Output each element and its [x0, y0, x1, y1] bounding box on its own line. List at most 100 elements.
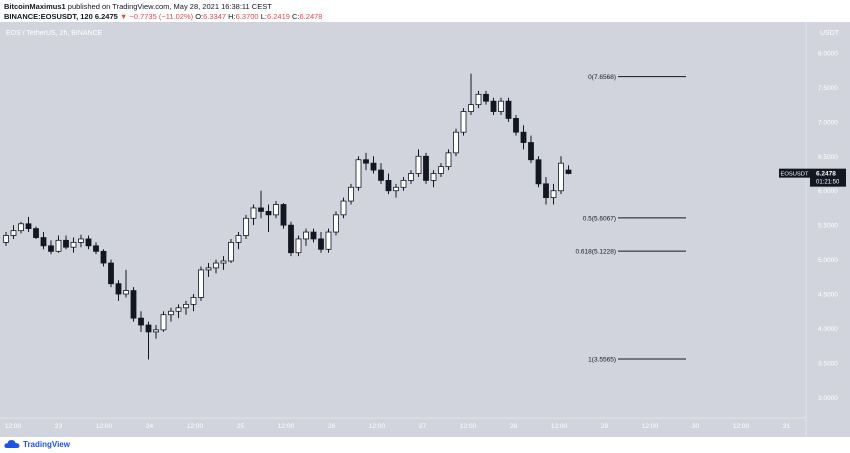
- x-tick-label: 12:00: [5, 423, 22, 430]
- price-label: EOSUSDT 6.2478 01:21:50: [779, 168, 846, 187]
- candle: [213, 259, 219, 274]
- candle: [18, 221, 24, 234]
- x-axis[interactable]: 12:00 23 12:00 24 12:00 25 12:00 26 12:00 27 12:00…: [0, 417, 806, 430]
- candle: [48, 240, 54, 255]
- candle-body: [48, 245, 54, 252]
- candle: [198, 266, 204, 301]
- candle-body: [33, 228, 39, 238]
- candle: [385, 173, 392, 195]
- candle-body: [550, 190, 557, 199]
- low-label: L:: [260, 12, 267, 21]
- candle: [123, 269, 129, 298]
- price-symbol-tag: [779, 168, 810, 178]
- candle: [235, 232, 242, 250]
- candle-body: [295, 238, 302, 254]
- candle-body: [265, 210, 272, 216]
- candle-body: [198, 269, 204, 298]
- y-tick-label: 7.0000: [818, 119, 838, 126]
- y-tick-label: 6.0000: [818, 188, 838, 195]
- candle-body: [18, 223, 24, 232]
- candle-body: [153, 329, 159, 333]
- fib-label: 0(7.6568): [588, 74, 616, 81]
- candle-body: [100, 250, 107, 264]
- candle-body: [288, 224, 294, 254]
- candle: [265, 204, 272, 233]
- candle: [475, 90, 482, 109]
- candle: [85, 235, 92, 250]
- candle: [100, 249, 107, 267]
- candle-body: [355, 159, 362, 188]
- price-value-text: 6.2478: [816, 171, 836, 178]
- candle-body: [220, 260, 227, 264]
- x-tick-label: 29: [601, 423, 609, 430]
- price-countdown-text: 01:21:50: [816, 180, 840, 186]
- candle-body: [385, 179, 392, 192]
- candle-body: [490, 100, 497, 112]
- author-name[interactable]: BitcoinMaximus1: [4, 2, 66, 11]
- candle: [183, 300, 189, 315]
- candle: [55, 235, 62, 253]
- candle: [40, 232, 47, 250]
- candle-body: [543, 183, 549, 199]
- candle: [528, 135, 534, 164]
- candle-body: [340, 200, 347, 216]
- candle-body: [333, 214, 339, 233]
- candle-body: [3, 235, 9, 243]
- candle: [130, 287, 137, 322]
- candle: [535, 156, 542, 188]
- candle: [370, 156, 377, 174]
- candle-body: [498, 100, 504, 112]
- candle-body: [378, 169, 384, 181]
- y-tick-label: 5.5000: [818, 223, 838, 230]
- x-tick-label: 26: [328, 423, 336, 430]
- candle: [325, 228, 332, 253]
- candle: [3, 232, 9, 246]
- candle: [310, 228, 317, 243]
- x-tick-label: 31: [783, 423, 791, 430]
- x-tick-label: 12:00: [460, 423, 477, 430]
- candle-body: [310, 231, 317, 240]
- candle-body: [175, 307, 182, 312]
- candle-body: [235, 235, 242, 243]
- candle: [220, 256, 227, 270]
- candle-body: [445, 152, 452, 168]
- candle: [445, 149, 452, 171]
- x-tick-label: 24: [146, 423, 154, 430]
- chart-canvas[interactable]: EOS / TetherUS, 2h, BINANCE USDT 0(7.656…: [0, 0, 850, 437]
- fib-levels: 0(7.6568) 0.5(5.6067) 0.618(5.1228) 1(3.556…: [576, 74, 686, 364]
- candle-body: [145, 324, 152, 333]
- candle: [438, 163, 444, 177]
- candle: [490, 97, 497, 115]
- high-value: 6.3700: [235, 12, 259, 21]
- candle-body: [228, 241, 234, 262]
- candle: [505, 97, 512, 122]
- candle: [460, 108, 467, 136]
- candle-body: [78, 238, 84, 243]
- x-tick-label: 12:00: [733, 423, 750, 430]
- candle: [378, 163, 384, 184]
- candle-body: [348, 186, 354, 202]
- candle-body: [130, 290, 137, 319]
- candle-body: [183, 303, 189, 309]
- candle: [10, 225, 17, 239]
- y-tick-label: 3.0000: [818, 395, 838, 402]
- price-value-tag: [810, 168, 846, 187]
- tradingview-logo[interactable]: TradingView: [4, 439, 70, 449]
- candles: [3, 73, 572, 360]
- y-axis[interactable]: 3.0000 3.5000 4.0000 4.5000 5.0000 5.5000 6.00…: [805, 22, 838, 437]
- candle-body: [273, 204, 279, 216]
- candle-body: [108, 262, 114, 285]
- price-change: ▼ −0.7735 (−11.02%): [119, 12, 194, 21]
- candle: [108, 259, 114, 288]
- symbol-info: BINANCE:EOSUSDT, 120 6.2475 ▼ −0.7735 (−…: [4, 12, 322, 21]
- candle-body: [535, 159, 542, 185]
- candle-body: [400, 179, 407, 188]
- open-label: O:: [195, 12, 204, 21]
- candle-body: [453, 131, 459, 154]
- candle: [340, 197, 347, 219]
- candle-body: [25, 223, 32, 230]
- candle-body: [483, 93, 489, 102]
- candle-body: [415, 155, 422, 174]
- candle-body: [280, 204, 287, 226]
- candle: [393, 183, 399, 198]
